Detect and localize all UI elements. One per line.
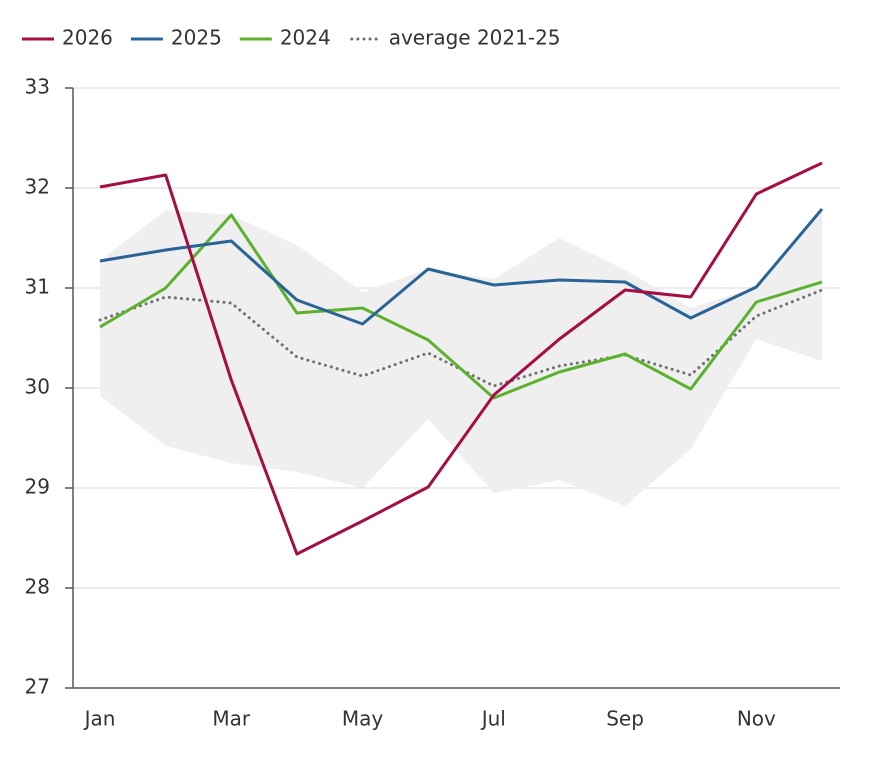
y-tick-label: 28: [25, 575, 50, 599]
legend-label: 2025: [171, 26, 222, 50]
x-tick-label: Sep: [606, 707, 644, 731]
y-tick-label: 33: [25, 75, 50, 99]
y-tick-label: 29: [25, 475, 50, 499]
y-tick-label: 30: [25, 375, 50, 399]
series-line: [99, 213, 823, 400]
x-tick-label: May: [342, 707, 384, 731]
y-tick-label: 27: [25, 675, 50, 699]
series-line: [99, 161, 823, 556]
legend-label: 2024: [280, 26, 331, 50]
x-tick-label: Jul: [480, 707, 506, 731]
x-tick-label: Nov: [737, 707, 776, 731]
x-tick-label: Jan: [83, 707, 116, 731]
y-tick-label: 32: [25, 175, 50, 199]
y-tick-label: 31: [25, 275, 50, 299]
legend-label: average 2021-25: [389, 26, 561, 50]
x-tick-label: Mar: [212, 707, 251, 731]
series-line: [99, 208, 824, 326]
legend-label: 2026: [62, 26, 113, 50]
